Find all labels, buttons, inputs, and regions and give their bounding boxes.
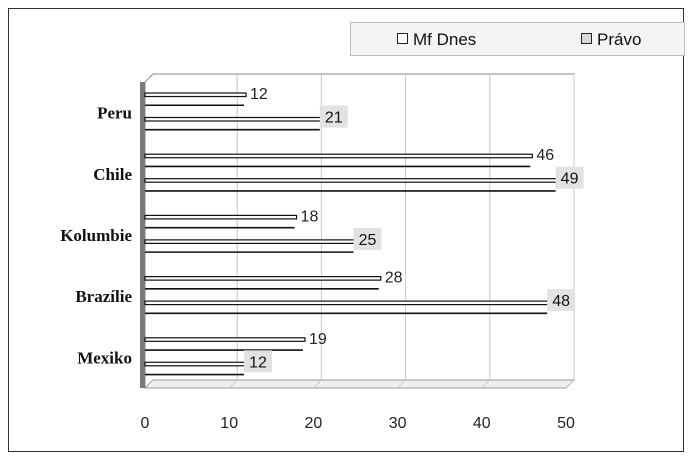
- legend-label-mf-dnes: Mf Dnes: [413, 30, 477, 49]
- bar-face: [144, 239, 357, 244]
- legend-label-pravo: Právo: [597, 30, 642, 49]
- data-label-box-pravo: [319, 105, 348, 128]
- x-tick-label: 0: [141, 415, 150, 432]
- x-tick-label: 40: [473, 415, 491, 432]
- x-tick-label: 10: [220, 415, 238, 432]
- data-label-pravo: 25: [359, 232, 377, 249]
- x-tick-label: 20: [305, 415, 323, 432]
- data-label-box-pravo: [244, 350, 273, 373]
- gridline-floor: [228, 379, 238, 389]
- data-label-box-pravo: [353, 227, 382, 250]
- data-label-box-pravo: [547, 289, 576, 312]
- category-label: Kolumbie: [60, 226, 132, 245]
- data-label-pravo: 12: [249, 354, 267, 371]
- bar-face: [144, 214, 298, 220]
- bar-mf-dnes: [144, 214, 298, 229]
- left-axis-wall: [140, 82, 145, 388]
- data-label-pravo: 49: [561, 171, 579, 188]
- bar-mf-dnes: [144, 92, 247, 107]
- category-label: Chile: [93, 165, 132, 184]
- data-label-pravo: 48: [552, 293, 570, 310]
- plot-floor: [143, 379, 576, 389]
- bar-face: [144, 178, 559, 183]
- category-label: Brazílie: [75, 287, 132, 306]
- x-tick-label: 50: [557, 415, 575, 432]
- legend-item-pravo: Právo: [581, 30, 641, 50]
- data-label-box-pravo: [555, 166, 584, 189]
- bar-face: [144, 300, 550, 306]
- bar-face: [144, 116, 323, 122]
- data-label-mf-dnes: 28: [385, 270, 403, 287]
- data-label-mf-dnes: 12: [250, 86, 268, 103]
- data-label-mf-dnes: 18: [301, 208, 319, 225]
- gridline-floor: [313, 379, 322, 389]
- legend-swatch-pravo: [581, 33, 592, 44]
- category-label: Peru: [97, 104, 132, 123]
- data-label-mf-dnes: 46: [536, 147, 554, 164]
- bar-face: [144, 337, 306, 342]
- chart-legend: Mf Dnes Právo: [350, 22, 685, 56]
- bar-face: [144, 92, 247, 98]
- gridline-floor: [397, 379, 406, 389]
- bar-mf-dnes: [144, 337, 306, 351]
- gridline-floor: [481, 379, 491, 389]
- category-label: Mexiko: [77, 348, 132, 367]
- bar-face: [144, 153, 533, 159]
- bar-mf-dnes: [144, 153, 533, 168]
- gridline-floor: [565, 379, 575, 389]
- bar-face: [144, 276, 382, 281]
- bar-face: [144, 361, 247, 367]
- data-label-pravo: 21: [325, 109, 343, 126]
- legend-swatch-mf-dnes: [397, 33, 408, 44]
- data-label-mf-dnes: 19: [309, 331, 327, 348]
- legend-item-mf-dnes: Mf Dnes: [397, 30, 476, 50]
- bar-mf-dnes: [144, 276, 382, 290]
- x-tick-label: 30: [389, 415, 407, 432]
